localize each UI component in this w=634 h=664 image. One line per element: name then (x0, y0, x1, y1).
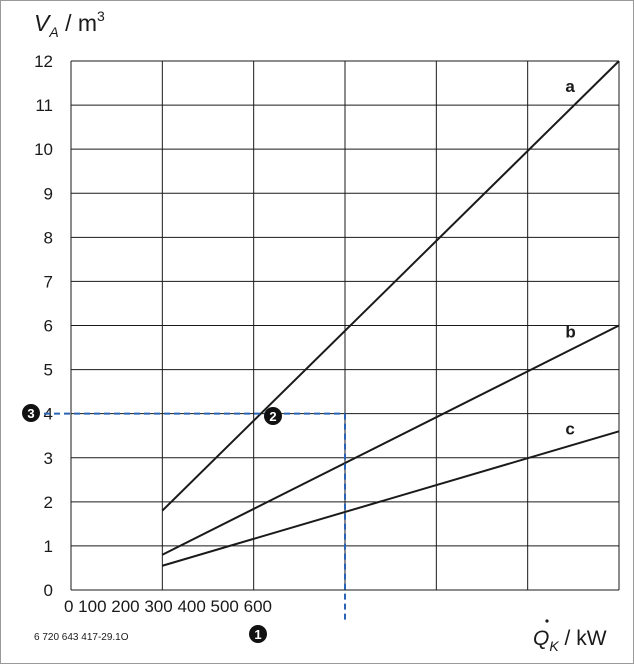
series-line-b (161, 324, 620, 556)
y-tick-label: 1 (44, 537, 53, 556)
figure-id: 6 720 643 417-29.1O (34, 632, 129, 643)
y-tick-label: 8 (44, 228, 53, 247)
y-tick-label: 12 (34, 52, 53, 71)
marker-x-circle (249, 625, 267, 643)
marker-y: 3 (22, 404, 40, 422)
y-tick-label: 11 (35, 96, 53, 115)
series: a b c (161, 60, 620, 567)
y-tick-label: 0 (44, 581, 53, 600)
marker-point-number: 2 (269, 409, 276, 424)
y-tick-label: 5 (44, 361, 53, 380)
marker-x-number: 1 (254, 627, 261, 642)
y-tick-label: 10 (34, 140, 53, 159)
series-line-c (162, 430, 620, 567)
y-tick-label: 7 (44, 272, 53, 291)
y-tick-label: 3 (44, 449, 53, 468)
marker-y-circle (22, 404, 40, 422)
y-tick-label: 6 (44, 317, 53, 336)
series-label-a: a (565, 77, 575, 96)
guides (44, 412, 346, 621)
y-axis-label: VA / m3 (34, 8, 105, 40)
x-axis-label-dot (545, 619, 549, 623)
marker-point: 2 (264, 407, 282, 425)
y-tick-label: 2 (44, 493, 53, 512)
grid (70, 60, 620, 591)
marker-x: 1 (249, 625, 267, 643)
x-tick-labels: 0 100 200 300 400 500 600 (64, 597, 272, 616)
x-axis-label: QK / kW (533, 627, 607, 654)
y-tick-label: 9 (44, 184, 53, 203)
marker-point-circle (264, 407, 282, 425)
marker-y-number: 3 (27, 406, 34, 421)
series-label-c: c (565, 420, 574, 439)
y-ticks: 0123456789101112 (34, 52, 53, 600)
series-line-a (161, 60, 620, 512)
series-label-b: b (565, 322, 575, 341)
